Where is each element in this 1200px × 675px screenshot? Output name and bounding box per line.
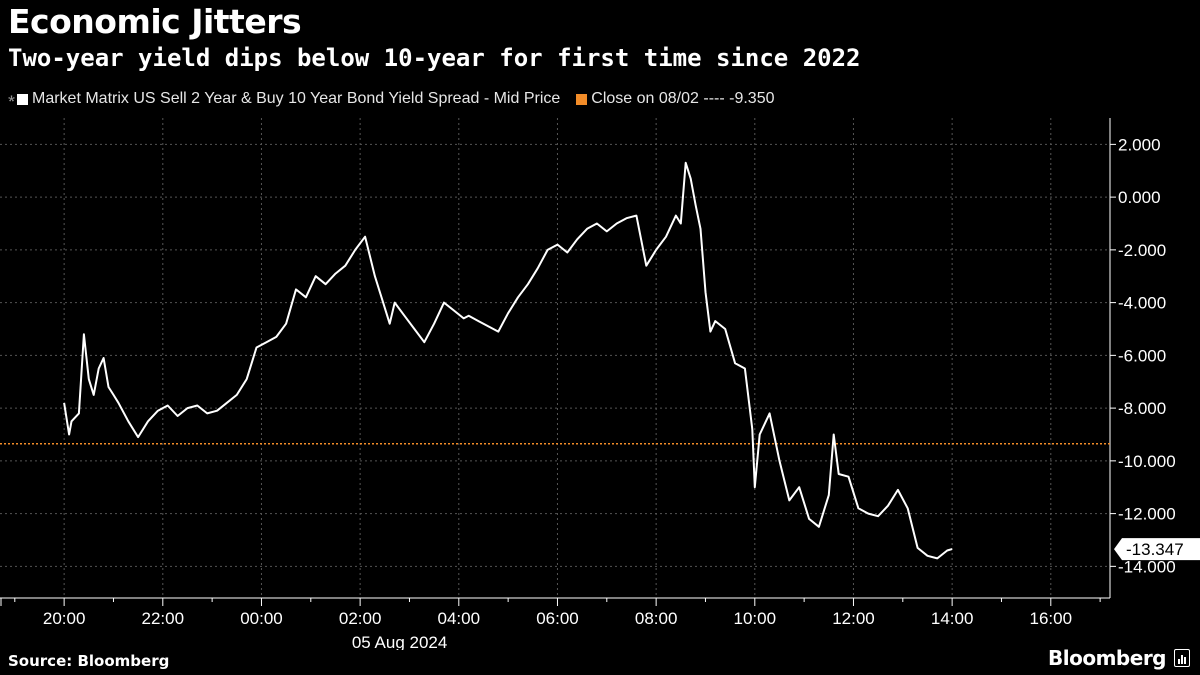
chart-title: Economic Jitters — [8, 2, 302, 41]
legend-swatch-series — [17, 93, 28, 105]
y-tick-label: -2.000 — [1118, 241, 1166, 260]
source-note: Source: Bloomberg — [8, 652, 170, 670]
yield-spread-chart: 20:00 22:00 00:00 02:00 04:00 06:00 08:00 10:00… — [0, 118, 1200, 650]
x-axis: 20:00 22:00 00:00 02:00 04:00 06:00 08:00 10:00… — [0, 597, 1110, 628]
x-tick-label: 14:00 — [931, 609, 974, 628]
x-tick-label: 02:00 — [339, 609, 382, 628]
bar-chart-icon — [1174, 649, 1190, 667]
legend-item-close: Close on 08/02 ---- -9.350 — [576, 90, 774, 108]
x-tick-label: 00:00 — [240, 609, 283, 628]
legend: 🞱 Market Matrix US Sell 2 Year & Buy 10 … — [8, 90, 790, 108]
legend-label-close: Close on 08/02 ---- -9.350 — [591, 90, 775, 107]
legend-swatch-close — [576, 93, 588, 105]
grid — [0, 118, 1110, 598]
brand-name: Bloomberg — [1048, 646, 1166, 670]
brand-logo: Bloomberg — [1048, 646, 1190, 670]
pin-icon: 🞱 — [8, 93, 15, 105]
legend-item-series: 🞱 Market Matrix US Sell 2 Year & Buy 10 … — [8, 90, 560, 108]
legend-label-series: Market Matrix US Sell 2 Year & Buy 10 Ye… — [32, 90, 561, 107]
x-tick-label: 10:00 — [734, 609, 777, 628]
y-tick-label: -12.000 — [1118, 505, 1176, 524]
series-line-yield-spread — [63, 161, 953, 560]
y-tick-label: -10.000 — [1118, 452, 1176, 471]
y-tick-label: 0.000 — [1118, 188, 1161, 207]
y-tick-label: 2.000 — [1118, 135, 1161, 154]
x-tick-label: 12:00 — [832, 609, 875, 628]
y-axis: 2.000 0.000 -2.000 -4.000 -6.000 -8.000 -10.00… — [1109, 118, 1176, 598]
y-tick-label: -4.000 — [1118, 294, 1166, 313]
x-tick-label: 22:00 — [142, 609, 185, 628]
last-value-label: -13.347 — [1114, 538, 1200, 561]
x-tick-label: 20:00 — [43, 609, 86, 628]
y-tick-label: -8.000 — [1118, 399, 1166, 418]
last-value-tag — [1114, 538, 1200, 561]
x-tick-label: 06:00 — [536, 609, 579, 628]
y-tick-label: -6.000 — [1118, 346, 1166, 365]
x-tick-label: 16:00 — [1030, 609, 1073, 628]
chart-subtitle: Two-year yield dips below 10-year for fi… — [8, 44, 861, 72]
x-tick-label: 08:00 — [635, 609, 678, 628]
x-axis-date-label: 05 Aug 2024 — [352, 633, 447, 650]
y-tick-label: -14.000 — [1118, 557, 1176, 576]
last-value-text: -13.347 — [1126, 540, 1184, 559]
x-tick-label: 04:00 — [438, 609, 481, 628]
